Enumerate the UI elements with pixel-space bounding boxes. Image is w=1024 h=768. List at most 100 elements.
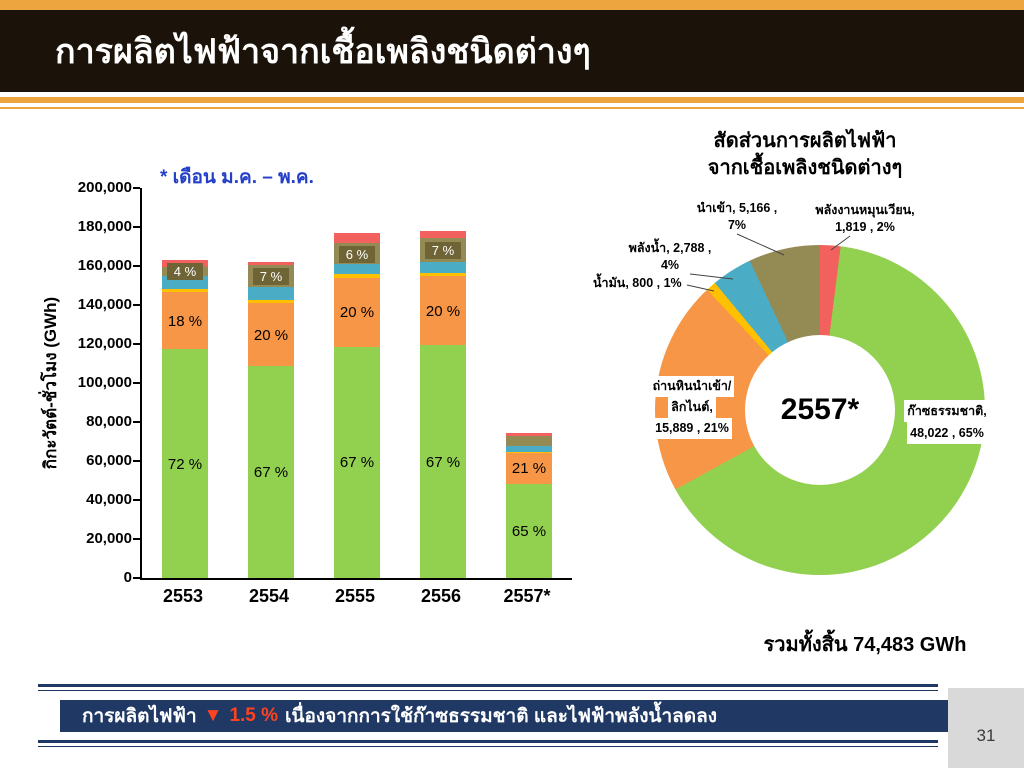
chart-note: * เดือน ม.ค. – พ.ค. (160, 167, 314, 188)
bar-chart-panel: * เดือน ม.ค. – พ.ค. กิกะวัตต์-ชั่วโมง (G… (20, 150, 620, 670)
bar-segment-label: 20 % (339, 304, 375, 322)
footer-rule-bottom-thin (38, 746, 938, 747)
bar-2557*: 65 % 21 % (506, 432, 552, 578)
bar-segment-oil (506, 451, 552, 454)
bar-segment-label: 7 % (425, 242, 461, 259)
bar-segment-gas (248, 366, 294, 578)
callout-gas-line2: 48,022 , 65% (907, 422, 987, 444)
bar-segment-renewable (420, 230, 466, 238)
bar-segment-gas (506, 483, 552, 578)
bar-segment-gas (334, 346, 380, 578)
donut-title-line1: สัดส่วนการผลิตไฟฟ้า (713, 130, 897, 152)
y-tick-mark (133, 226, 140, 228)
callout-import: นำเข้า, 5,166 , 7% (662, 200, 812, 234)
bar-segment-label: 20 % (253, 326, 289, 344)
callout-renewable-line2: 1,819 , 2% (835, 220, 895, 234)
bar-segment-coal (162, 291, 208, 350)
bar-segment-hydro (420, 262, 466, 273)
y-axis: 0 20,000 40,000 60,000 80,000 100,000 120,000 1… (20, 150, 620, 670)
x-axis: 2553 2554 2555 2556 2557* (20, 150, 620, 670)
x-axis-label: 2556 (420, 586, 462, 606)
header-rule-thick (0, 97, 1024, 103)
bar-segment-renewable (506, 432, 552, 436)
callout-coal-line1: ถ่านหินนำเข้า/ (649, 376, 735, 397)
bar-segment-label: 67 % (253, 464, 289, 482)
footer-rule-top-thick (38, 684, 938, 687)
bar-segment-label: 4 % (167, 263, 203, 281)
bar-2556: 67 % 20 % 7 % (420, 230, 466, 578)
callout-gas-line1: ก๊าซธรรมชาติ, (904, 400, 990, 422)
header-accent-strip (0, 0, 1024, 10)
y-tick-mark (133, 304, 140, 306)
x-axis-label: 2555 (334, 586, 376, 606)
callout-import-line1: นำเข้า, 5,166 , (696, 201, 778, 215)
callout-gas: ก๊าซธรรมชาติ, 48,022 , 65% (872, 400, 1022, 444)
bar-segment-oil (248, 300, 294, 304)
y-tick-mark (133, 343, 140, 345)
bar-segment-hydro (248, 287, 294, 301)
footer-rule-top-thin (38, 690, 938, 691)
y-tick-mark (133, 499, 140, 501)
bar-segment-label: 18 % (167, 312, 203, 330)
y-tick-mark (133, 460, 140, 462)
y-tick-label: 200,000 (77, 179, 132, 196)
header-rule-thin (0, 107, 1024, 109)
bar-segment-coal (248, 303, 294, 367)
y-tick-mark (133, 538, 140, 540)
y-tick-mark (133, 421, 140, 423)
x-axis-label: 2553 (162, 586, 204, 606)
callout-renewable: พลังงานหมุนเวียน, 1,819 , 2% (785, 202, 945, 236)
callout-coal: ถ่านหินนำเข้า/ ลิกไนต์, 15,889 , 21% (617, 376, 767, 439)
bar-segment-gas (420, 345, 466, 578)
y-tick-mark (133, 382, 140, 384)
bar-segment-renewable (248, 262, 294, 266)
bar-segment-label: 7 % (253, 268, 289, 286)
bar-segment-coal (420, 276, 466, 346)
y-tick-label: 180,000 (77, 218, 132, 235)
y-tick-label: 120,000 (77, 335, 132, 352)
bar-segment-oil (334, 274, 380, 278)
callout-coal-line2: ลิกไนต์, (668, 397, 716, 418)
y-tick-mark (133, 265, 140, 267)
bar-segment-hydro (506, 445, 552, 452)
y-tick-label: 60,000 (86, 452, 132, 469)
x-axis-label: 2554 (248, 586, 290, 606)
header: การผลิตไฟฟ้าจากเชื้อเพลิงชนิดต่างๆ (0, 10, 1024, 92)
bar-segment-label: 65 % (511, 522, 547, 540)
footer-decrease-value: 1.5 % (229, 705, 279, 726)
y-tick-label: 0 (123, 569, 132, 586)
bar-segment-label: 6 % (339, 245, 375, 263)
donut-chart-panel: สัดส่วนการผลิตไฟฟ้า จากเชื้อเพลิงชนิดต่า… (585, 128, 1024, 673)
page-title: การผลิตไฟฟ้าจากเชื้อเพลิงชนิดต่างๆ (55, 33, 591, 71)
y-tick-label: 80,000 (86, 413, 132, 430)
bar-2553: 72 % 18 % 4 % (162, 260, 208, 578)
y-tick-mark (133, 577, 140, 579)
callout-hydro: พลังน้ำ, 2,788 , 4% (595, 240, 745, 274)
donut-total-label: รวมทั้งสิ้น 74,483 GWh (763, 634, 967, 656)
footer-message-bar: การผลิตไฟฟ้า ▼ 1.5 % เนื่องจากการใช้ก๊าซ… (60, 700, 948, 732)
bar-2554: 67 % 20 % 7 % (248, 262, 294, 578)
bar-segment-label: 21 % (511, 460, 547, 478)
bar-2555: 67 % 20 % 6 % (334, 232, 380, 578)
donut-center: 2557* (745, 335, 895, 485)
y-tick-label: 160,000 (77, 257, 132, 274)
footer-text-prefix: การผลิตไฟฟ้า (82, 706, 197, 727)
donut-title: สัดส่วนการผลิตไฟฟ้า จากเชื้อเพลิงชนิดต่า… (605, 128, 1005, 182)
bar-segment-gas (162, 349, 208, 578)
callout-hydro-line1: พลังน้ำ, 2,788 , (628, 241, 712, 255)
footer-rule-bottom-thick (38, 740, 938, 743)
donut-title-line2: จากเชื้อเพลิงชนิดต่างๆ (707, 157, 903, 179)
page-number-box: 31 (948, 688, 1024, 768)
callout-hydro-line2: 4% (660, 258, 680, 272)
bar-segment-label: 67 % (425, 453, 461, 471)
callout-renewable-line1: พลังงานหมุนเวียน, (815, 203, 915, 217)
page-number: 31 (976, 726, 996, 745)
bar-segment-label: 72 % (167, 455, 203, 473)
callout-import-line2: 7% (727, 218, 747, 232)
callout-oil-line1: น้ำมัน, 800 , 1% (593, 276, 682, 290)
bar-segment-oil (420, 272, 466, 277)
y-tick-label: 100,000 (77, 374, 132, 391)
callout-coal-line3: 15,889 , 21% (652, 418, 732, 439)
y-tick-mark (133, 187, 140, 189)
